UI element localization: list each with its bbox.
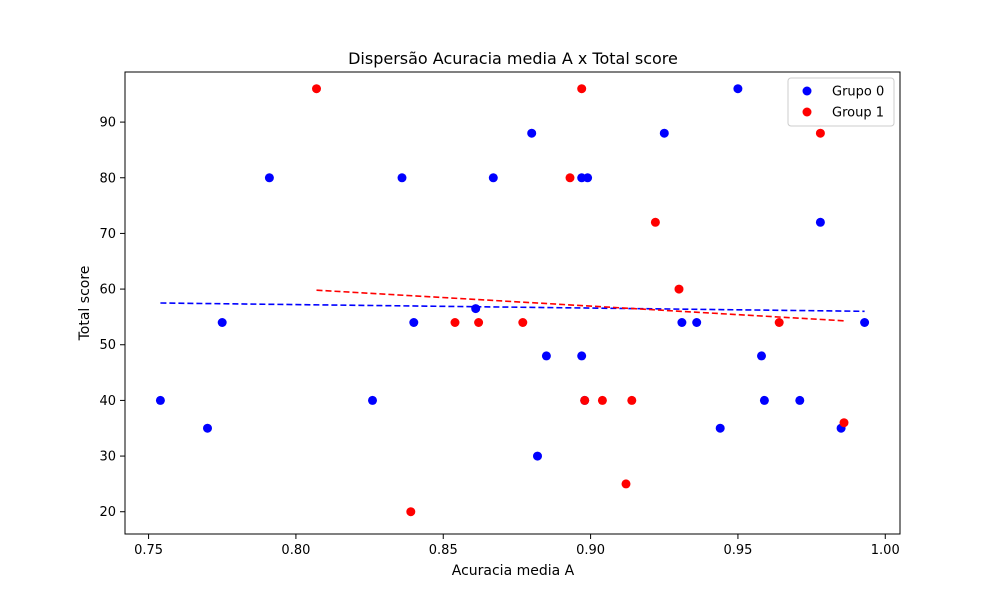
- group-1-point: [674, 284, 684, 294]
- x-tick-label: 0.90: [576, 543, 605, 558]
- group-1-point: [627, 395, 637, 405]
- y-tick-label: 80: [99, 171, 116, 186]
- y-tick-label: 90: [99, 116, 116, 131]
- group-1-point: [815, 128, 825, 138]
- group-1-point: [474, 318, 484, 327]
- group-1-point: [450, 318, 460, 327]
- grupo-0-point: [733, 84, 743, 94]
- group-1-point: [597, 395, 607, 405]
- grupo-0-point: [677, 318, 687, 327]
- grupo-0-point: [795, 395, 805, 405]
- grupo-0-point: [757, 351, 766, 361]
- grupo-0-point: [203, 423, 212, 433]
- x-axis-title: Acuracia media A: [452, 563, 575, 579]
- grupo-0-point: [533, 451, 542, 461]
- grupo-0-point: [692, 318, 702, 327]
- grupo-0-trend-line: [160, 302, 865, 313]
- grupo-0-point: [659, 128, 669, 138]
- grupo-0-point: [583, 173, 593, 183]
- y-axis-title: Total score: [77, 266, 93, 342]
- legend-marker-grupo-0: [802, 86, 812, 96]
- grupo-0-point: [155, 395, 165, 405]
- x-axis: 0.75 0.80 0.85 0.90 0.95 1.00: [134, 534, 900, 558]
- legend-marker-group-1: [802, 107, 812, 117]
- y-tick-label: 70: [99, 227, 116, 242]
- plot-frame: [124, 71, 901, 535]
- y-tick-label: 60: [99, 283, 116, 298]
- plot-area: [155, 84, 870, 517]
- x-tick-label: 0.80: [281, 543, 310, 558]
- y-tick-label: 30: [99, 450, 116, 465]
- legend: Grupo 0 Group 1: [787, 77, 895, 127]
- grupo-0-point: [397, 173, 407, 183]
- x-tick-label: 0.85: [429, 543, 458, 558]
- grupo-0-point: [815, 217, 825, 227]
- group-1-trend-line: [316, 289, 845, 322]
- y-tick-label: 20: [99, 505, 116, 520]
- x-tick-label: 0.75: [134, 543, 163, 558]
- group-1-point: [774, 318, 784, 327]
- grupo-0-point: [409, 318, 419, 327]
- grupo-0-point: [860, 318, 870, 327]
- x-tick-label: 1.00: [871, 543, 900, 558]
- chart-title: Dispersão Acuracia media A x Total score: [348, 49, 678, 68]
- group-1-point: [580, 395, 590, 405]
- y-tick-label: 50: [99, 338, 116, 353]
- grupo-0-point: [715, 423, 725, 433]
- legend-label-group-1: Group 1: [832, 106, 884, 121]
- grupo-0-point: [527, 128, 537, 138]
- y-axis: 20 30 40 50 60 70 80 90: [99, 116, 125, 520]
- legend-box: [787, 77, 895, 127]
- grupo-0-point: [217, 318, 227, 327]
- group-1-point: [312, 84, 321, 94]
- grupo-0-point: [368, 395, 377, 405]
- group-1-point: [577, 84, 587, 94]
- group-1-point: [565, 173, 575, 183]
- y-tick-label: 40: [99, 394, 116, 409]
- group-1-point: [650, 217, 660, 227]
- grupo-0-point: [759, 395, 769, 405]
- grupo-0-point: [471, 304, 481, 314]
- grupo-0-point: [577, 351, 587, 361]
- group-1-point: [518, 318, 528, 327]
- group-1-point: [839, 418, 849, 428]
- x-tick-label: 0.95: [723, 543, 752, 558]
- grupo-0-point: [264, 173, 274, 183]
- group-1-point: [621, 479, 631, 489]
- grupo-0-point: [541, 351, 551, 361]
- legend-label-grupo-0: Grupo 0: [832, 85, 884, 100]
- grupo-0-point: [488, 173, 498, 183]
- group-1-point: [406, 507, 416, 517]
